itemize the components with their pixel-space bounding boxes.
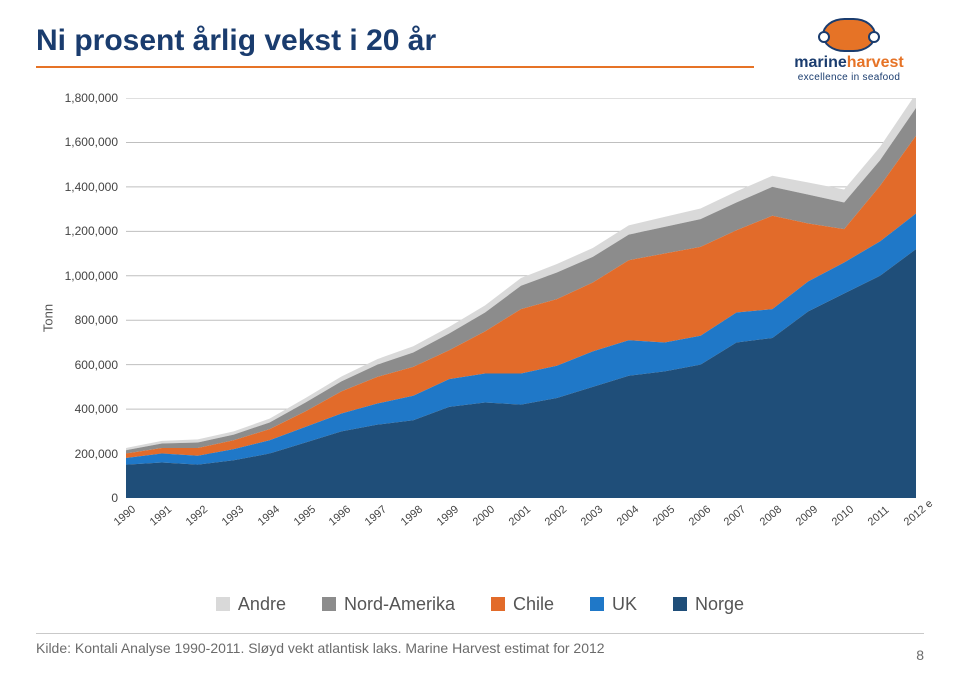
chart-plot bbox=[126, 98, 916, 498]
x-tick: 2008 bbox=[758, 503, 784, 528]
x-tick: 2003 bbox=[579, 503, 605, 528]
x-tick: 1994 bbox=[255, 503, 281, 528]
x-tick: 1993 bbox=[219, 503, 245, 528]
legend-swatch bbox=[322, 597, 336, 611]
y-tick: 1,200,000 bbox=[65, 224, 118, 238]
legend-item: Andre bbox=[216, 594, 286, 615]
x-axis-ticks: 1990199119921993199419951996199719981999… bbox=[126, 502, 916, 532]
x-tick: 1991 bbox=[148, 503, 174, 528]
legend-item: Nord-Amerika bbox=[322, 594, 455, 615]
y-tick: 0 bbox=[111, 491, 118, 505]
x-tick: 1990 bbox=[112, 503, 138, 528]
logo-name: marineharvest bbox=[774, 54, 924, 72]
legend-swatch bbox=[491, 597, 505, 611]
x-tick: 1992 bbox=[184, 503, 210, 528]
legend-label: UK bbox=[612, 594, 637, 614]
legend-label: Nord-Amerika bbox=[344, 594, 455, 614]
fish-icon bbox=[822, 18, 876, 52]
page-title: Ni prosent årlig vekst i 20 år bbox=[36, 24, 754, 68]
x-tick: 2002 bbox=[543, 503, 569, 528]
chart-container: Tonn 0200,000400,000600,000800,0001,000,… bbox=[56, 98, 926, 538]
x-tick: 1995 bbox=[291, 503, 317, 528]
x-tick: 2010 bbox=[830, 503, 856, 528]
legend-label: Andre bbox=[238, 594, 286, 614]
x-tick: 2000 bbox=[471, 503, 497, 528]
y-tick: 200,000 bbox=[75, 447, 118, 461]
legend-item: UK bbox=[590, 594, 637, 615]
x-tick: 2001 bbox=[507, 503, 533, 528]
page-number: 8 bbox=[916, 647, 924, 663]
y-tick: 1,800,000 bbox=[65, 91, 118, 105]
y-tick: 1,000,000 bbox=[65, 269, 118, 283]
x-tick: 2009 bbox=[794, 503, 820, 528]
y-axis-label: Tonn bbox=[41, 304, 56, 332]
y-tick: 800,000 bbox=[75, 313, 118, 327]
x-tick: 1999 bbox=[435, 503, 461, 528]
legend-item: Chile bbox=[491, 594, 554, 615]
x-tick: 2012 e bbox=[902, 498, 935, 529]
y-tick: 1,400,000 bbox=[65, 180, 118, 194]
legend-swatch bbox=[590, 597, 604, 611]
chart-legend: Andre Nord-Amerika Chile UK Norge bbox=[36, 594, 924, 615]
legend-item: Norge bbox=[673, 594, 744, 615]
x-tick: 2005 bbox=[650, 503, 676, 528]
y-tick: 600,000 bbox=[75, 358, 118, 372]
x-tick: 2006 bbox=[686, 503, 712, 528]
legend-label: Norge bbox=[695, 594, 744, 614]
x-tick: 2011 bbox=[866, 504, 892, 528]
x-tick: 1996 bbox=[327, 503, 353, 528]
x-tick: 1997 bbox=[363, 503, 389, 528]
legend-label: Chile bbox=[513, 594, 554, 614]
y-tick: 400,000 bbox=[75, 402, 118, 416]
x-tick: 1998 bbox=[399, 503, 425, 528]
x-tick: 2007 bbox=[722, 503, 748, 528]
legend-swatch bbox=[673, 597, 687, 611]
y-tick: 1,600,000 bbox=[65, 135, 118, 149]
legend-swatch bbox=[216, 597, 230, 611]
source-note: Kilde: Kontali Analyse 1990-2011. Sløyd … bbox=[36, 633, 924, 656]
y-axis-ticks: 0200,000400,000600,000800,0001,000,0001,… bbox=[56, 98, 124, 498]
logo-tagline: excellence in seafood bbox=[774, 72, 924, 83]
x-tick: 2004 bbox=[614, 503, 640, 528]
brand-logo: marineharvest excellence in seafood bbox=[774, 18, 924, 83]
